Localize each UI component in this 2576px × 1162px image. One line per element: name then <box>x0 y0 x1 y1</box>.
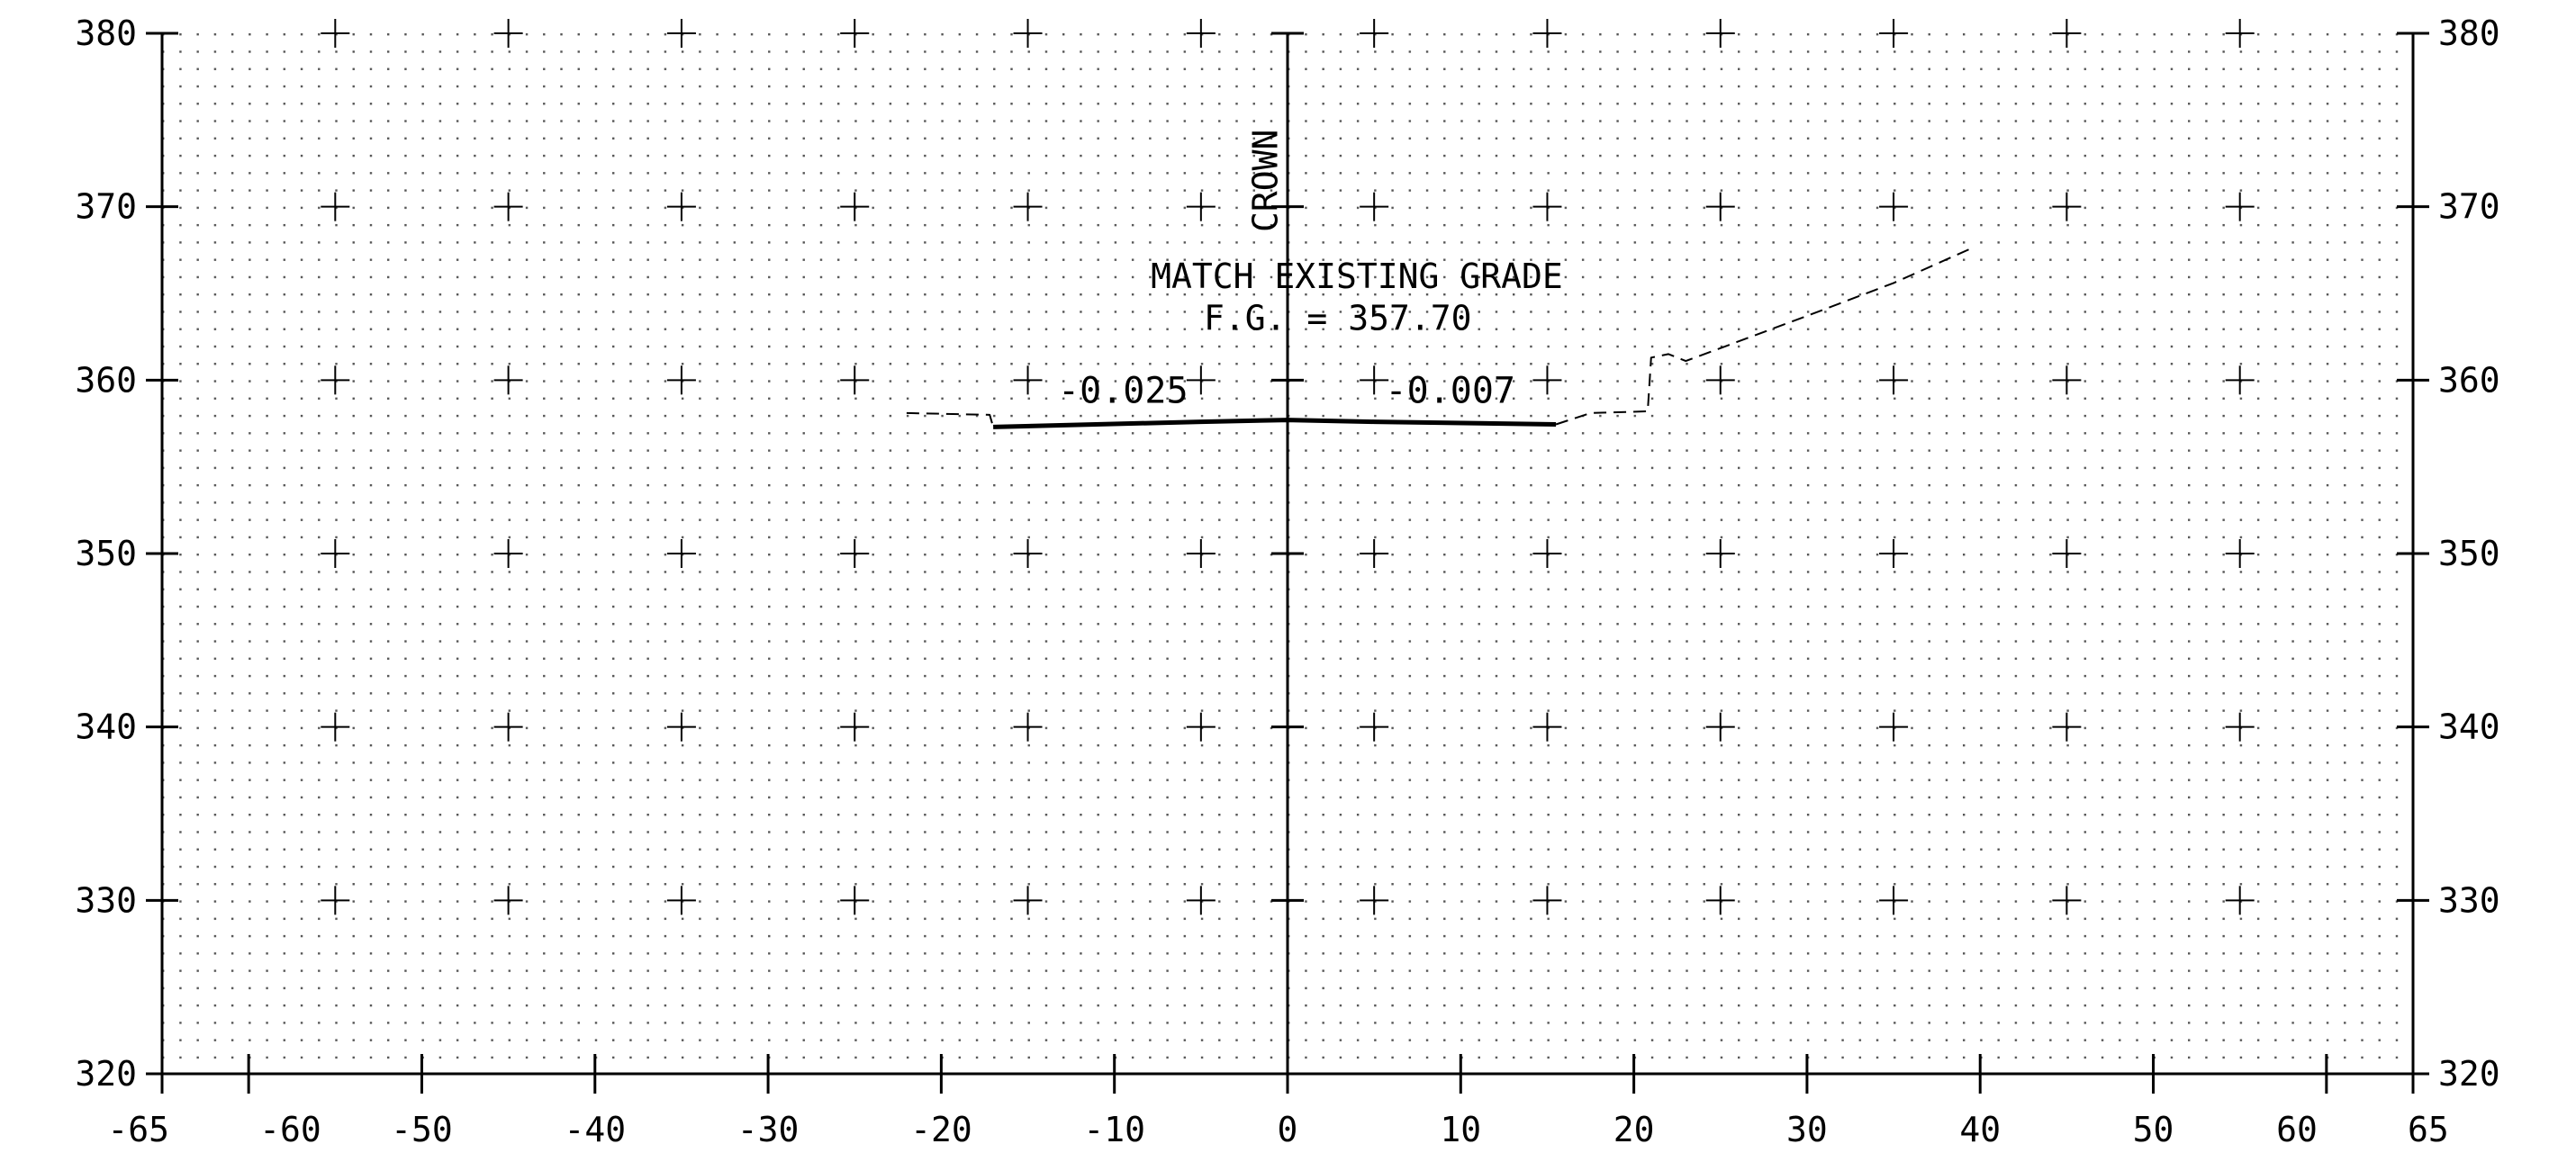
finished-grade-note: F.G. = 357.70 <box>1204 298 1471 338</box>
y-tick-label-left: 340 <box>75 707 137 747</box>
y-tick-label-right: 360 <box>2438 360 2500 400</box>
profile-lines <box>906 247 1973 429</box>
y-tick-label-right: 380 <box>2438 14 2500 53</box>
y-tick-label-right: 330 <box>2438 880 2500 920</box>
x-tick-label: 20 <box>1613 1110 1655 1149</box>
y-tick-label-left: 380 <box>75 14 137 53</box>
slope-left-label: -0.025 <box>1058 370 1189 411</box>
x-tick-label: -10 <box>1083 1110 1145 1149</box>
x-tick-label: -20 <box>910 1110 972 1149</box>
slope-right-label: -0.007 <box>1386 370 1516 411</box>
y-tick-label-left: 320 <box>75 1054 137 1094</box>
x-tick-label: 65 <box>2408 1110 2449 1149</box>
finished-grade-line <box>993 418 1557 429</box>
x-tick-label: -50 <box>391 1110 453 1149</box>
existing-ground-line <box>906 411 995 428</box>
x-tick-label: -65 <box>107 1110 169 1149</box>
cross-grid <box>321 19 2255 915</box>
x-tick-label: 40 <box>1959 1110 2001 1149</box>
x-tick-label: -40 <box>564 1110 626 1149</box>
match-grade-note: MATCH EXISTING GRADE <box>1151 257 1563 296</box>
x-tick-label: 30 <box>1786 1110 1828 1149</box>
x-tick-label: -30 <box>737 1110 800 1149</box>
tick-labels: 380 380 370 370 360 360 350 350 340 340 330 330 320 3… <box>75 14 2499 1149</box>
tick-marks <box>146 32 2429 1094</box>
x-tick-label: 0 <box>1278 1110 1298 1149</box>
y-tick-label-right: 350 <box>2438 534 2500 573</box>
existing-ground-line <box>1555 247 1973 426</box>
x-tick-label: -60 <box>259 1110 321 1149</box>
y-tick-label-right: 320 <box>2438 1054 2500 1094</box>
y-tick-label-left: 330 <box>75 880 137 920</box>
x-tick-label: 50 <box>2133 1110 2174 1149</box>
y-tick-label-left: 360 <box>75 360 137 400</box>
x-tick-label: 60 <box>2276 1110 2318 1149</box>
crown-label: CROWN <box>1245 130 1285 232</box>
y-tick-label-right: 340 <box>2438 707 2500 747</box>
y-tick-label-left: 350 <box>75 534 137 573</box>
y-tick-label-left: 370 <box>75 187 137 227</box>
x-tick-label: 10 <box>1440 1110 1481 1149</box>
y-tick-label-right: 370 <box>2438 187 2500 227</box>
